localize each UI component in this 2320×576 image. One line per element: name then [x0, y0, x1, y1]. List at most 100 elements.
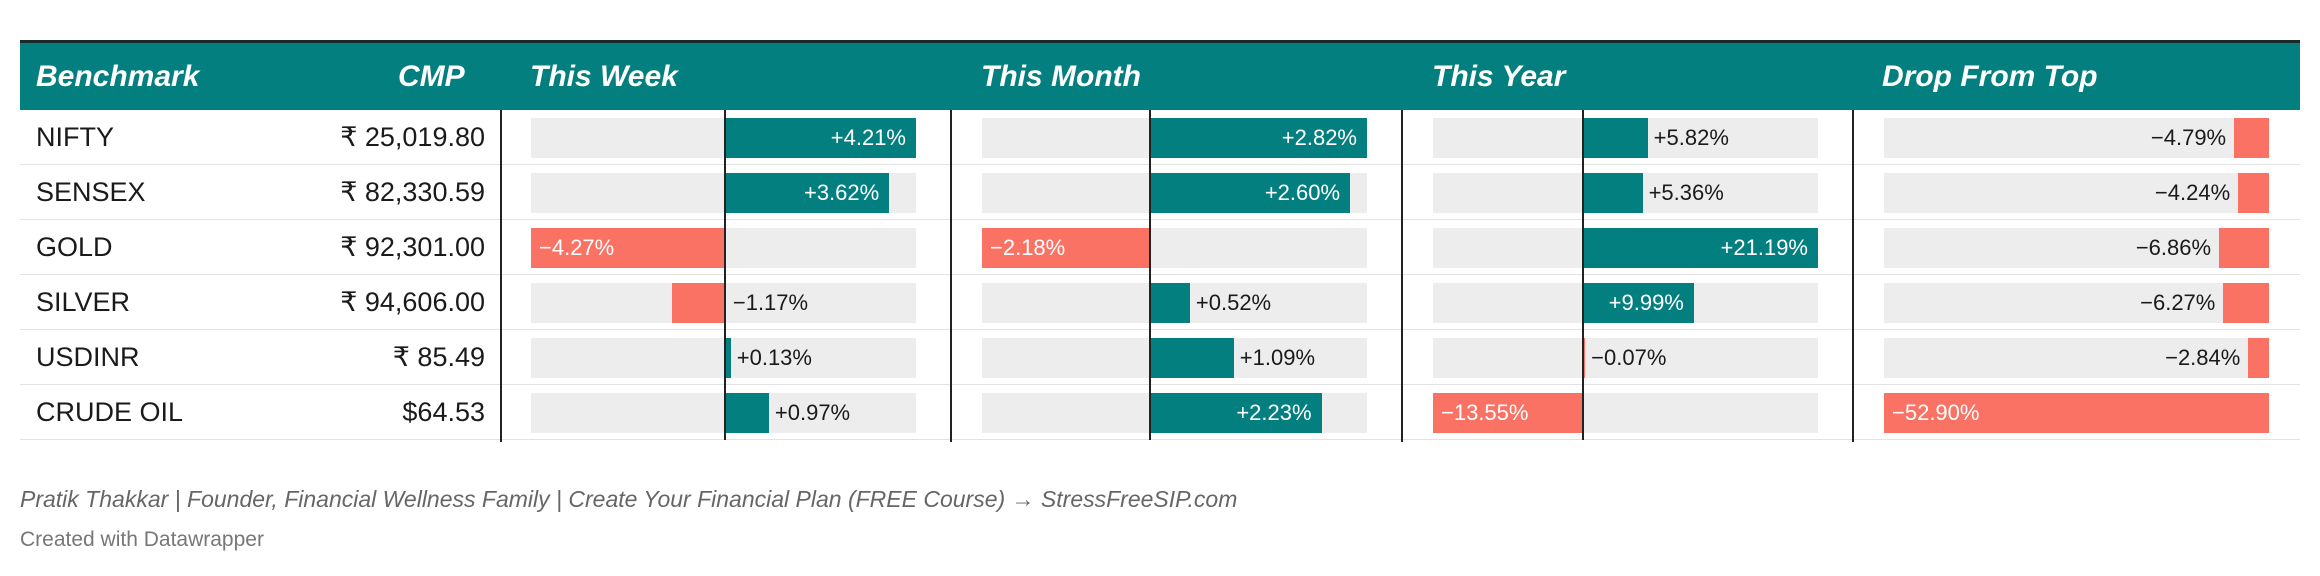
column-divider	[500, 110, 502, 442]
bar-this-month	[1149, 172, 1351, 213]
zero-line	[723, 330, 726, 385]
bar-drop-from-top	[2219, 227, 2269, 268]
zero-line	[1148, 110, 1151, 165]
column-divider	[1401, 110, 1403, 442]
bar-this-week	[724, 172, 890, 213]
zero-line	[1582, 275, 1585, 330]
bar-this-month	[982, 227, 1150, 268]
bar-track	[1884, 172, 2269, 213]
bar-drop-from-top	[2238, 172, 2269, 213]
zero-line	[1148, 385, 1151, 440]
bar-this-week	[671, 282, 725, 323]
bar-track	[1884, 337, 2269, 378]
bar-drop-from-top	[2223, 282, 2269, 323]
cmp-value: ₹ 94,606.00	[340, 287, 485, 317]
value-label: +9.99%	[1608, 289, 1684, 315]
bar-this-year	[1433, 392, 1584, 433]
header-drop-from-top: Drop From Top	[1882, 60, 2098, 93]
table-header: Benchmark CMP This Week This Month This …	[20, 40, 2300, 110]
value-label: +0.13%	[736, 344, 812, 370]
zero-line	[1582, 110, 1585, 165]
zero-line	[1148, 220, 1151, 275]
benchmark-name: SENSEX	[36, 177, 146, 207]
bar-this-week	[531, 227, 725, 268]
column-divider	[950, 110, 952, 442]
bar-this-year	[1583, 117, 1648, 158]
bar-this-month	[1149, 282, 1190, 323]
bar-drop-from-top	[1884, 392, 2269, 433]
bar-this-week	[724, 392, 769, 433]
benchmark-name: SILVER	[36, 287, 131, 317]
zero-line	[1148, 275, 1151, 330]
cmp-value: ₹ 85.49	[392, 342, 485, 372]
value-label: −6.27%	[2140, 289, 2216, 315]
bar-this-month	[1149, 117, 1367, 158]
bar-this-month	[1149, 392, 1322, 433]
bar-this-week	[724, 117, 916, 158]
table-row: NIFTY ₹ 25,019.80 +4.21% +2.82% +5.82% −4.79%	[20, 110, 2300, 165]
bar-track	[1884, 117, 2269, 158]
zero-line	[1582, 220, 1585, 275]
value-label: +5.36%	[1648, 179, 1724, 205]
bar-track	[531, 392, 916, 433]
value-label: −2.84%	[2165, 344, 2241, 370]
bar-drop-from-top	[2248, 337, 2269, 378]
value-label: +0.52%	[1195, 289, 1272, 315]
benchmark-name: USDINR	[36, 342, 140, 372]
table-row: USDINR ₹ 85.49 +0.13% +1.09% −0.07% −2.84%	[20, 330, 2300, 385]
value-label: −52.90%	[1892, 399, 1980, 425]
zero-line	[1582, 385, 1585, 440]
zero-line	[723, 275, 726, 330]
bar-track	[1884, 227, 2269, 268]
value-label: +5.82%	[1653, 124, 1729, 150]
benchmark-name: NIFTY	[36, 122, 114, 152]
table-row: SILVER ₹ 94,606.00 −1.17% +0.52% +9.99% −6.27…	[20, 275, 2300, 330]
value-label: +2.82%	[1281, 124, 1357, 150]
value-label: +2.23%	[1236, 399, 1312, 425]
cmp-value: ₹ 25,019.80	[340, 122, 485, 152]
value-label: +0.97%	[774, 399, 851, 425]
bar-this-week	[724, 337, 731, 378]
zero-line	[1582, 330, 1585, 385]
value-label: +4.21%	[830, 124, 906, 150]
bar-this-year	[1583, 282, 1694, 323]
bar-this-year	[1583, 172, 1643, 213]
value-label: +21.19%	[1720, 234, 1808, 260]
value-label: −13.55%	[1441, 399, 1529, 425]
zero-line	[723, 385, 726, 440]
bar-drop-from-top	[2234, 117, 2269, 158]
header-this-week: This Week	[530, 60, 678, 93]
cmp-value: ₹ 92,301.00	[340, 232, 485, 262]
bar-this-year	[1583, 227, 1818, 268]
value-label: +1.09%	[1239, 344, 1316, 370]
zero-line	[1148, 165, 1151, 220]
value-label: +2.60%	[1264, 179, 1341, 205]
value-label: +3.62%	[803, 179, 880, 205]
zero-line	[1582, 165, 1585, 220]
header-this-year: This Year	[1432, 60, 1566, 93]
benchmark-name: GOLD	[36, 232, 113, 262]
zero-line	[723, 110, 726, 165]
header-cmp: CMP	[398, 60, 465, 93]
header-benchmark: Benchmark	[36, 60, 200, 93]
table-row: CRUDE OIL $64.53 +0.97% +2.23% −13.55% −52.90…	[20, 385, 2300, 440]
table-row: GOLD ₹ 92,301.00 −4.27% −2.18% +21.19% −6.86%	[20, 220, 2300, 275]
value-label: −4.27%	[539, 234, 615, 260]
table-row: SENSEX ₹ 82,330.59 +3.62% +2.60% +5.36% −4.24…	[20, 165, 2300, 220]
column-divider	[1852, 110, 1854, 442]
header-this-month: This Month	[981, 60, 1141, 93]
value-label: −6.86%	[2135, 234, 2212, 260]
zero-line	[723, 165, 726, 220]
value-label: −4.79%	[2150, 124, 2227, 150]
bar-track	[1433, 337, 1818, 378]
zero-line	[723, 220, 726, 275]
value-label: −1.17%	[732, 289, 809, 315]
bar-this-month	[1149, 337, 1234, 378]
bar-track	[1884, 282, 2269, 323]
cmp-value: $64.53	[402, 397, 485, 427]
footer-notes: Pratik Thakkar | Founder, Financial Well…	[20, 486, 1238, 512]
value-label: −2.18%	[990, 234, 1066, 260]
value-label: −0.07%	[1591, 344, 1667, 370]
cmp-value: ₹ 82,330.59	[340, 177, 485, 207]
footer-credit: Created with Datawrapper	[20, 528, 264, 551]
